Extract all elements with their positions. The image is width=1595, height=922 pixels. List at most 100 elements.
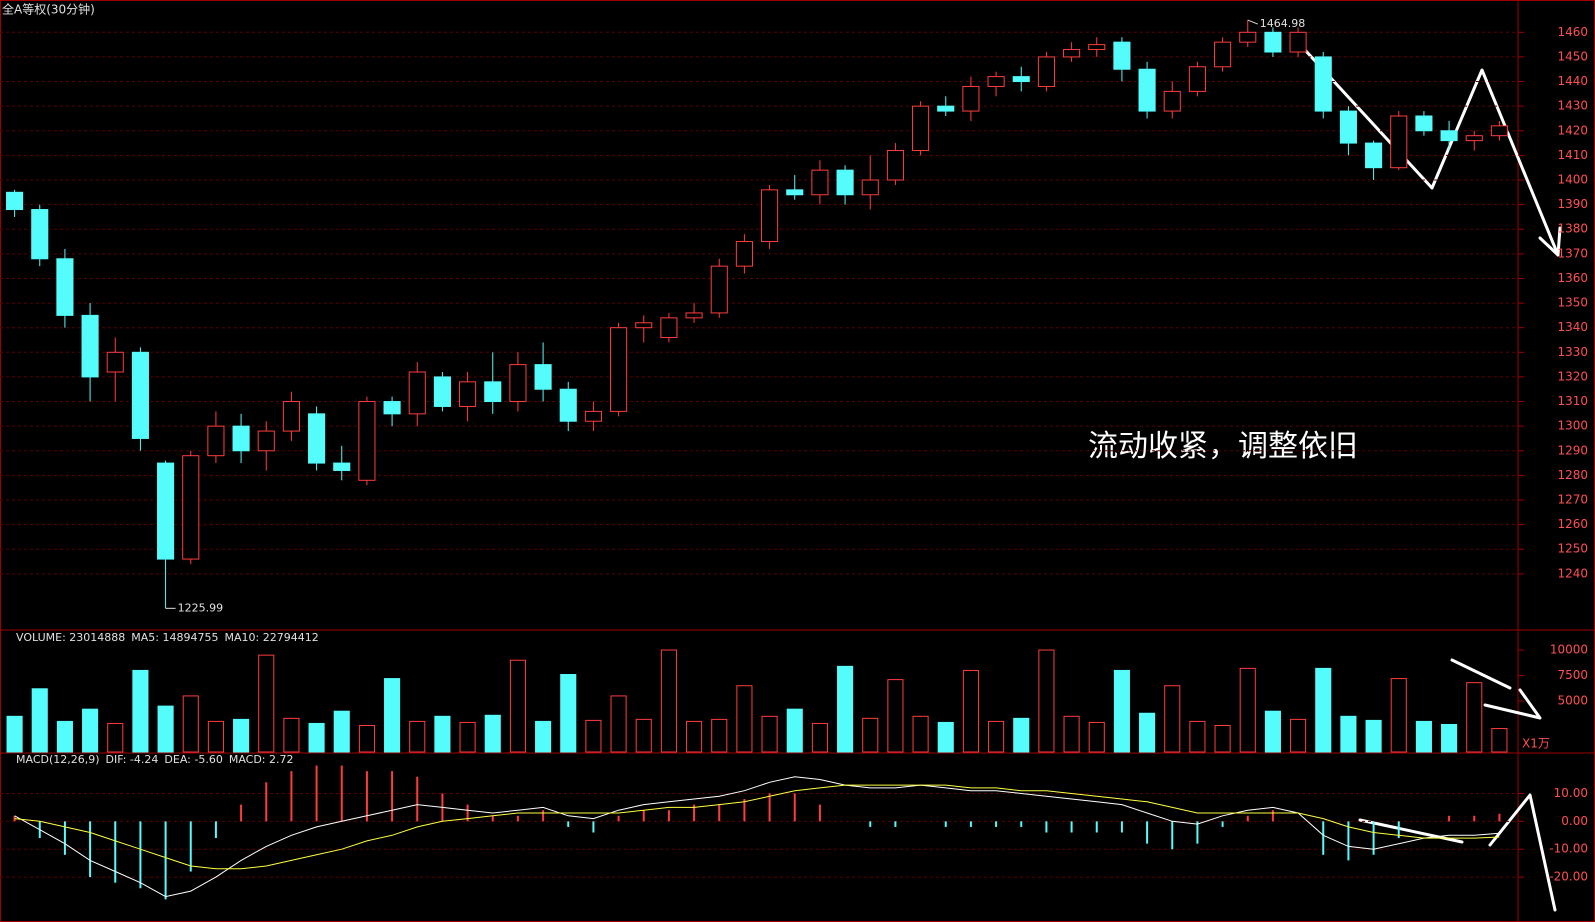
volume-bar	[1264, 710, 1281, 753]
candle-body	[635, 322, 653, 329]
candle-body	[937, 105, 955, 112]
volume-bar	[988, 720, 1005, 753]
candle-body	[383, 401, 401, 415]
y-tick-label: 10.00	[1554, 786, 1588, 800]
y-tick-label: 1300	[1557, 419, 1588, 433]
candle-body	[1113, 41, 1131, 70]
volume-bar	[887, 679, 904, 753]
volume-bar	[811, 722, 828, 753]
y-tick-label: 1290	[1557, 443, 1588, 457]
legend-entry: MA10: 22794412	[224, 631, 318, 644]
volume-bar	[1365, 719, 1382, 753]
volume-bar	[459, 721, 476, 753]
volume-bar	[358, 724, 375, 753]
volume-bar	[1013, 717, 1030, 753]
candle-body	[81, 314, 99, 378]
annotation: 流动收紧，调整依旧	[1088, 429, 1358, 464]
candle-body	[1465, 135, 1483, 142]
candle-body	[232, 425, 250, 452]
candle-body	[282, 401, 300, 432]
unit-label: X1万	[1522, 737, 1550, 751]
y-tick-label: 10000	[1550, 643, 1588, 657]
y-tick-label: 1320	[1557, 369, 1588, 383]
candle-body	[761, 189, 779, 243]
candle-body	[1365, 142, 1383, 169]
candle-body	[735, 241, 753, 267]
candle-body	[912, 105, 930, 151]
y-tick-label: 1260	[1557, 517, 1588, 531]
candle-body	[308, 413, 326, 464]
candle-body	[1163, 90, 1181, 112]
volume-bar	[761, 715, 778, 753]
volume-bar	[786, 708, 803, 753]
volume-bar	[308, 722, 325, 753]
candle-body	[1138, 68, 1156, 112]
y-tick-label: 1430	[1557, 99, 1588, 113]
candle-body	[1037, 56, 1055, 87]
volume-bar	[82, 708, 99, 753]
legend-entry: MACD(12,26,9)	[16, 753, 100, 766]
y-tick-label: 1410	[1557, 148, 1588, 162]
candle-body	[861, 179, 879, 196]
volume-bar	[56, 720, 73, 753]
volume-bar	[1441, 723, 1458, 753]
chart-title: 全A等权(30分钟)	[2, 2, 95, 17]
volume-bar	[1239, 667, 1256, 753]
hand-arrow-head	[1538, 226, 1562, 257]
candle-body	[1088, 44, 1106, 51]
volume-bar	[1214, 724, 1231, 753]
volume-bar	[207, 720, 224, 753]
candle-body	[408, 371, 426, 415]
candle-body	[786, 189, 804, 196]
volume-bar	[1164, 685, 1181, 753]
volume-bar	[333, 710, 350, 753]
volume-bar	[509, 659, 526, 753]
macd-line	[14, 784, 1500, 870]
volume-bar	[837, 665, 854, 753]
candle-body	[1440, 130, 1458, 142]
hand-arrow	[1483, 688, 1542, 720]
y-tick-label: 1340	[1557, 320, 1588, 334]
candle-body	[31, 209, 49, 260]
candle-body	[182, 455, 200, 560]
volume-bar	[610, 695, 627, 753]
volume-bar	[862, 717, 879, 753]
candle-body	[56, 258, 74, 316]
volume-bar	[258, 654, 275, 753]
y-tick-label: 5000	[1557, 694, 1588, 708]
volume-bar	[962, 669, 979, 753]
candle-body	[685, 312, 703, 319]
candle-body	[1289, 31, 1307, 53]
hand-arrow	[1303, 48, 1560, 257]
y-tick-label: 1400	[1557, 173, 1588, 187]
volume-bar	[1415, 720, 1432, 753]
y-tick-label: 1280	[1557, 468, 1588, 482]
candle-body	[1314, 56, 1332, 112]
y-tick-label: 1420	[1557, 123, 1588, 137]
y-tick-label: 0.00	[1561, 814, 1588, 828]
volume-bar	[1113, 669, 1130, 753]
volume-bar	[635, 718, 652, 753]
y-tick-label: 1460	[1557, 25, 1588, 39]
legend-entry: MA5: 14894755	[131, 631, 218, 644]
volume-bar	[937, 721, 954, 753]
candle-body	[257, 430, 275, 452]
volume-bar	[31, 688, 48, 753]
volume-bar	[1189, 720, 1206, 753]
y-tick-label: 1350	[1557, 296, 1588, 310]
high-pointer	[1247, 19, 1258, 25]
y-tick-label: 7500	[1557, 668, 1588, 682]
macd-line	[14, 776, 1500, 898]
y-tick-label: 1440	[1557, 74, 1588, 88]
candle-body	[1390, 115, 1408, 169]
volume-bar	[384, 678, 401, 753]
volume-bar	[1340, 715, 1357, 753]
volume-bar	[1290, 718, 1307, 753]
volume-bar	[711, 718, 728, 753]
y-tick-label: 1380	[1557, 222, 1588, 236]
candle-body	[106, 351, 124, 373]
candle-body	[333, 462, 351, 471]
volume-bar	[660, 649, 677, 753]
candle-body	[534, 364, 552, 390]
